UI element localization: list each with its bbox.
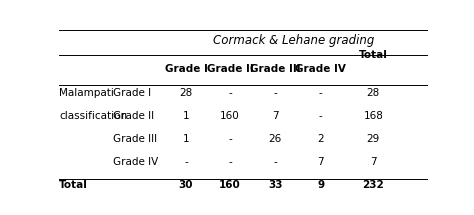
Text: 28: 28 (179, 88, 192, 98)
Text: 30: 30 (179, 180, 193, 190)
Text: 7: 7 (370, 157, 377, 167)
Text: Total: Total (59, 180, 88, 190)
Text: 7: 7 (318, 157, 324, 167)
Text: Grade IV: Grade IV (112, 157, 158, 167)
Text: -: - (319, 111, 323, 121)
Text: 1: 1 (182, 111, 189, 121)
Text: Grade I: Grade I (164, 64, 208, 74)
Text: -: - (273, 88, 277, 98)
Text: Grade III: Grade III (112, 134, 156, 144)
Text: -: - (228, 157, 232, 167)
Text: 232: 232 (363, 180, 384, 190)
Text: 29: 29 (367, 134, 380, 144)
Text: -: - (184, 157, 188, 167)
Text: -: - (228, 134, 232, 144)
Text: -: - (273, 157, 277, 167)
Text: 33: 33 (268, 180, 283, 190)
Text: -: - (319, 88, 323, 98)
Text: Grade II: Grade II (207, 64, 254, 74)
Text: Total: Total (359, 50, 388, 60)
Text: 2: 2 (318, 134, 324, 144)
Text: Grade I: Grade I (112, 88, 151, 98)
Text: Grade II: Grade II (112, 111, 154, 121)
Text: 1: 1 (182, 134, 189, 144)
Text: Malampati: Malampati (59, 88, 114, 98)
Text: 160: 160 (219, 180, 241, 190)
Text: Cormack & Lehane grading: Cormack & Lehane grading (213, 34, 374, 47)
Text: -: - (228, 88, 232, 98)
Text: Grade III: Grade III (250, 64, 301, 74)
Text: 7: 7 (272, 111, 279, 121)
Text: 160: 160 (220, 111, 240, 121)
Text: Grade IV: Grade IV (295, 64, 346, 74)
Text: 168: 168 (364, 111, 383, 121)
Text: classification: classification (59, 111, 128, 121)
Text: 9: 9 (317, 180, 324, 190)
Text: 28: 28 (367, 88, 380, 98)
Text: 26: 26 (269, 134, 282, 144)
